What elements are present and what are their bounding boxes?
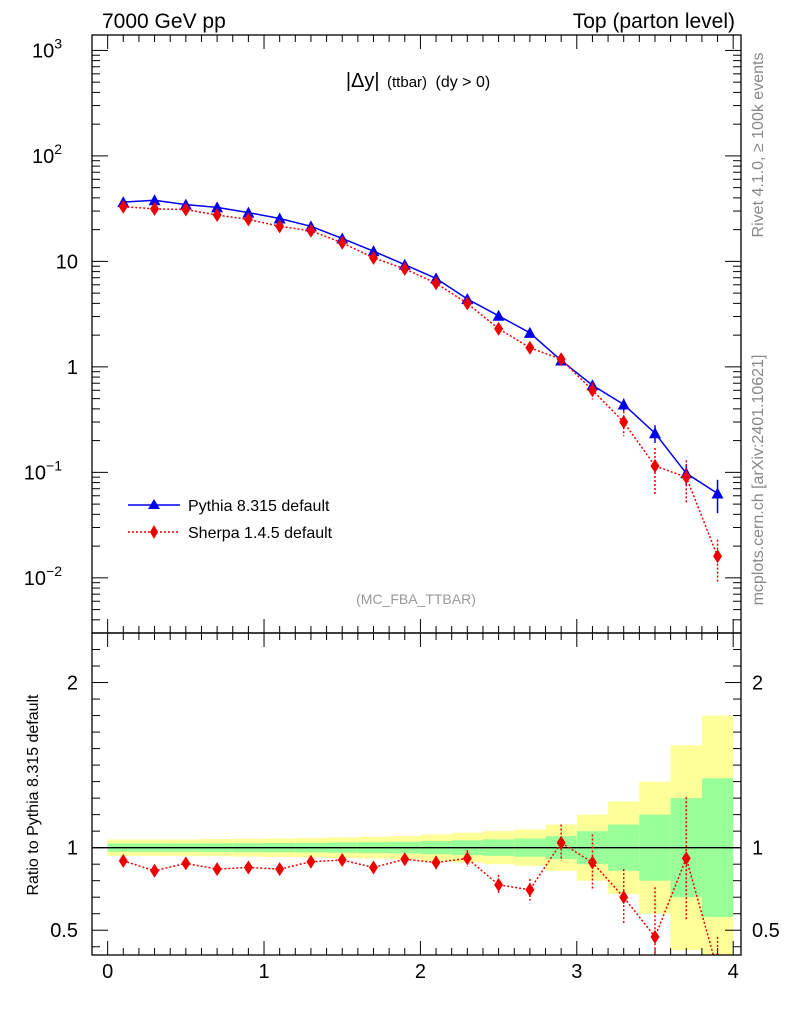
sherpa-point (118, 199, 128, 214)
sherpa-ratio-point (681, 851, 691, 866)
tick-exponent: 3 (54, 35, 62, 51)
pythia-point (523, 326, 536, 338)
upper-y-tick-label: 10−1 (24, 457, 62, 484)
sherpa-ratio-point (713, 963, 722, 977)
legend-pythia-marker (148, 499, 160, 509)
upper-y-tick-label: 1 (67, 357, 78, 379)
sherpa-ratio-point (494, 877, 504, 892)
sherpa-point (713, 549, 723, 564)
sherpa-ratio-point (118, 853, 128, 868)
pythia-point (711, 487, 724, 499)
sherpa-ratio-point (525, 882, 535, 897)
lower-y-tick-label: 2 (67, 673, 78, 695)
ratio-series-group (118, 797, 722, 977)
sherpa-ratio-point (243, 860, 253, 875)
sherpa-point (525, 340, 535, 355)
sherpa-ratio-point (650, 929, 660, 944)
lower-y-tick-label: 1 (67, 838, 78, 860)
sherpa-ratio-point (462, 851, 472, 866)
pythia-point (211, 201, 224, 213)
sherpa-ratio-point (150, 863, 160, 878)
header-energy: 7000 GeV pp (102, 10, 226, 33)
sherpa-ratio-point (587, 855, 597, 870)
pythia-point (148, 194, 161, 206)
sherpa-point (431, 276, 441, 291)
lower-plot-frame (91, 632, 742, 956)
sherpa-point (275, 219, 285, 234)
sherpa-point (681, 470, 691, 485)
lower-y-tick-label-right: 2 (752, 673, 763, 695)
upper-plot-frame (91, 34, 742, 634)
upper-y-tick-label: 102 (32, 141, 62, 168)
tick-exponent: −2 (46, 563, 62, 579)
sherpa-point (556, 352, 566, 367)
tick-base: 10 (24, 568, 46, 590)
x-tick-label: 2 (415, 961, 426, 983)
pythia-line (123, 199, 718, 495)
sherpa-point (150, 201, 160, 216)
sherpa-ratio-point (368, 860, 378, 875)
plot-title-small: (ttbar) (387, 74, 427, 91)
header-process: Top (parton level) (573, 10, 735, 33)
analysis-tag: (MC_FBA_TTBAR) (356, 591, 476, 607)
pythia-point (492, 309, 505, 321)
sherpa-ratio-point (556, 835, 566, 850)
sherpa-ratio-point (400, 852, 410, 867)
upper-y-tick-label: 10−2 (24, 563, 62, 590)
sherpa-point (619, 415, 629, 430)
sherpa-point (337, 235, 347, 250)
sherpa-ratio-point (619, 890, 629, 905)
sherpa-point (587, 383, 597, 398)
upper-y-tick-label: 10 (56, 251, 78, 273)
tick-base: 10 (32, 146, 54, 168)
pythia-point (242, 206, 255, 218)
tick-base: 10 (56, 251, 78, 273)
rivet-version-label: Rivet 4.1.0, ≥ 100k events (750, 53, 767, 238)
upper-y-tick-label: 103 (32, 35, 62, 62)
sherpa-line (123, 205, 719, 557)
sherpa-point (243, 212, 253, 227)
legend-sherpa-marker (150, 525, 158, 539)
sherpa-point (306, 223, 316, 238)
sherpa-ratio-point (431, 855, 441, 870)
sherpa-ratio-point (275, 862, 285, 877)
sherpa-ratio-line (123, 841, 715, 955)
sherpa-ratio-point (337, 853, 347, 868)
legend-pythia-label: Pythia 8.315 default (188, 498, 330, 515)
plot-title-main: |Δy| (346, 70, 380, 92)
legend-sherpa-label: Sherpa 1.4.5 default (188, 525, 333, 542)
plot-title: |Δy| (ttbar) (dy > 0) (346, 70, 490, 92)
x-tick-label: 4 (728, 961, 739, 983)
x-tick-label: 0 (102, 961, 113, 983)
mcplots-label: mcplots.cern.ch [arXiv:2401.10621] (750, 355, 767, 606)
sherpa-ratio-point (181, 856, 191, 871)
ratio-y-axis-label: Ratio to Pythia 8.315 default (25, 694, 42, 896)
pythia-point (273, 212, 286, 224)
sherpa-point (494, 321, 504, 336)
sherpa-ratio-point (306, 854, 316, 869)
lower-y-tick-label: 0.5 (50, 920, 78, 942)
sherpa-ratio-point (212, 862, 222, 877)
x-tick-label: 3 (571, 961, 582, 983)
pythia-point (648, 427, 661, 439)
tick-base: 10 (24, 462, 46, 484)
tick-exponent: 2 (54, 141, 62, 157)
legend: Pythia 8.315 default Sherpa 1.4.5 defaul… (128, 498, 333, 542)
x-tick-label: 1 (258, 961, 269, 983)
sherpa-point (212, 208, 222, 223)
lower-y-tick-label-right: 0.5 (752, 920, 780, 942)
tick-base: 10 (32, 40, 54, 62)
lower-y-tick-label-right: 1 (752, 838, 763, 860)
sherpa-point (400, 261, 410, 276)
tick-exponent: −1 (46, 457, 62, 473)
sherpa-point (650, 458, 660, 473)
plot-title-condition: (dy > 0) (435, 74, 490, 91)
pythia-point (617, 398, 630, 410)
sherpa-point (368, 250, 378, 265)
tick-base: 1 (67, 357, 78, 379)
sherpa-point (462, 296, 472, 311)
pythia-point (367, 245, 380, 257)
sherpa-point (181, 202, 191, 217)
